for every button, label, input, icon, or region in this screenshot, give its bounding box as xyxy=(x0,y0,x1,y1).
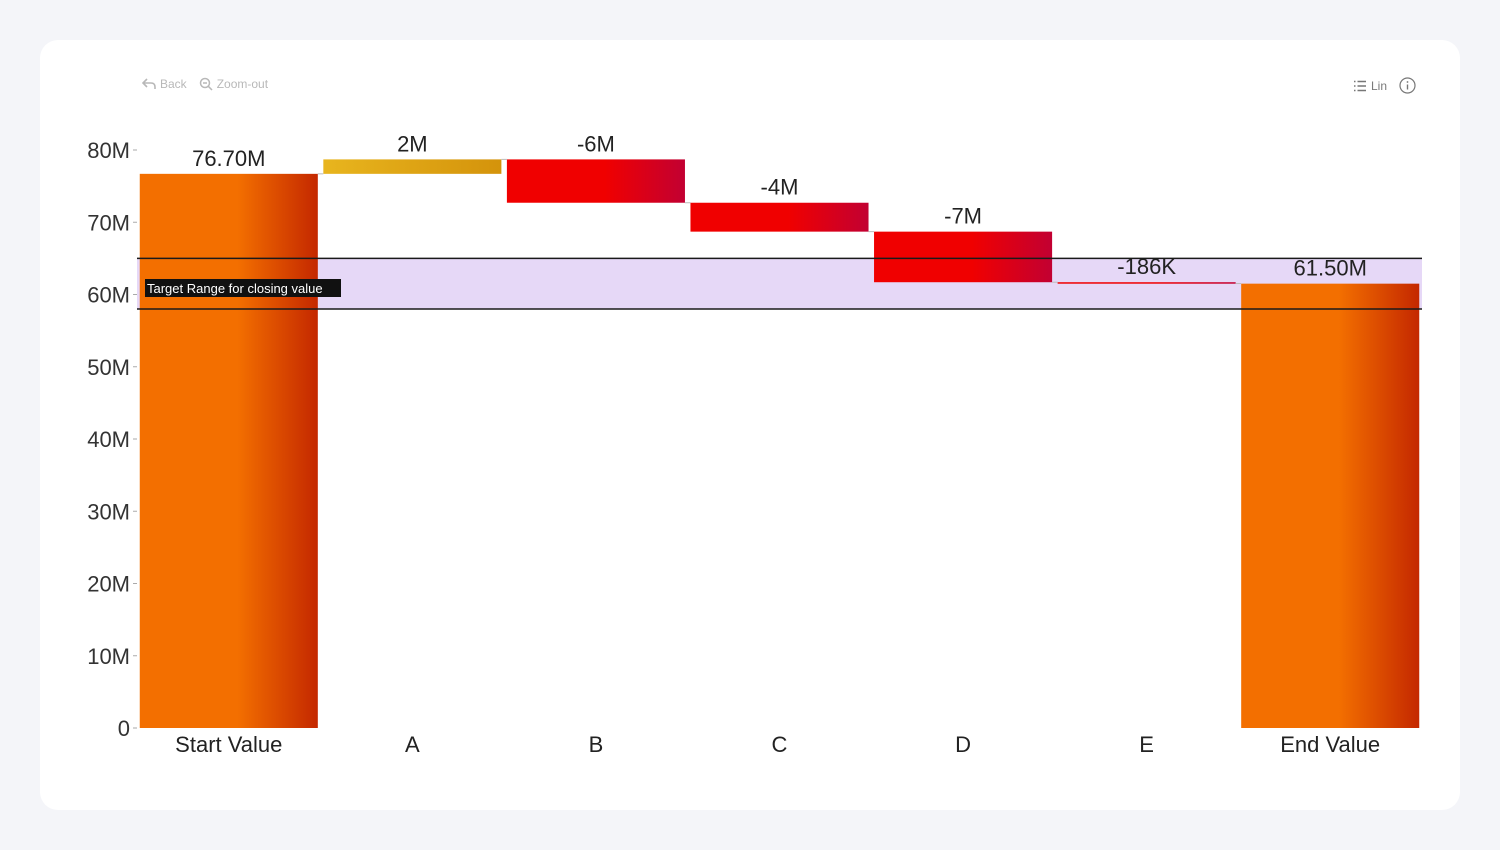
value-label: -4M xyxy=(761,175,799,200)
target-range-label-background xyxy=(145,279,341,297)
chart-toolbar-right: Lin xyxy=(1353,77,1416,94)
scale-toggle-button[interactable]: Lin xyxy=(1353,79,1387,93)
category-label: D xyxy=(955,732,971,757)
category-label: E xyxy=(1139,732,1154,757)
info-icon xyxy=(1399,77,1416,94)
back-arrow-icon xyxy=(142,78,156,90)
info-button[interactable] xyxy=(1399,77,1416,94)
y-tick-label: 70M xyxy=(87,210,130,235)
category-label: End Value xyxy=(1280,732,1380,757)
bar-d xyxy=(874,231,1053,283)
y-tick-label: 50M xyxy=(87,355,130,380)
bar-c xyxy=(690,202,869,232)
list-icon xyxy=(1353,80,1367,92)
y-tick-label: 80M xyxy=(87,138,130,163)
bar-b xyxy=(506,159,685,203)
bar-start-value xyxy=(139,173,318,728)
back-label: Back xyxy=(160,77,187,91)
bar-end-value xyxy=(1241,283,1420,728)
value-label: 2M xyxy=(397,131,428,156)
bar-e xyxy=(1057,282,1236,284)
y-tick-label: 40M xyxy=(87,427,130,452)
bar-a xyxy=(323,159,502,174)
scale-label: Lin xyxy=(1370,78,1387,93)
target-range-label: Target Range for closing value xyxy=(147,281,323,296)
zoom-out-icon xyxy=(199,77,213,91)
category-label: A xyxy=(405,732,420,757)
zoom-out-label: Zoom-out xyxy=(216,77,269,91)
y-tick-label: 10M xyxy=(87,644,130,669)
value-label: -6M xyxy=(577,131,615,156)
y-tick-label: 0 xyxy=(118,716,130,741)
category-label: B xyxy=(589,732,604,757)
category-label: Start Value xyxy=(175,732,282,757)
back-button[interactable]: Back xyxy=(142,77,187,91)
value-label: 61.50M xyxy=(1294,256,1367,281)
y-tick-label: 60M xyxy=(87,283,130,308)
y-tick-label: 30M xyxy=(87,499,130,524)
zoom-out-button[interactable]: Zoom-out xyxy=(199,77,268,91)
category-label: C xyxy=(772,732,788,757)
y-tick-label: 20M xyxy=(87,572,130,597)
value-label: -7M xyxy=(944,204,982,229)
chart-toolbar-left: Back Zoom-out xyxy=(142,77,268,91)
value-label: 76.70M xyxy=(192,146,265,171)
